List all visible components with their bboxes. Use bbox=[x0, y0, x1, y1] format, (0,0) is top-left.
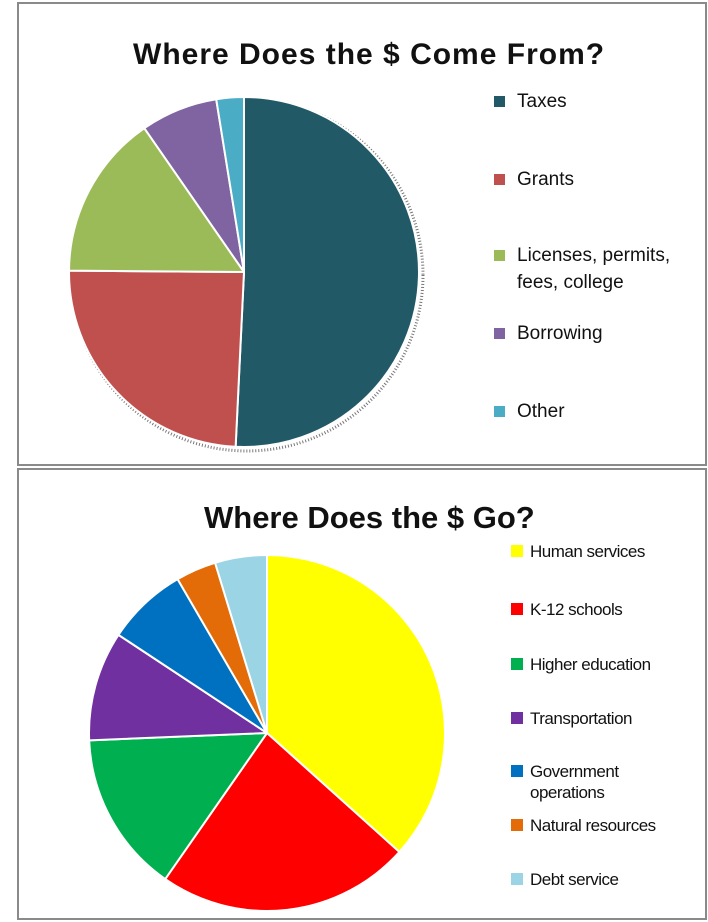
pie-slice-higher-education bbox=[88, 732, 268, 881]
pie-slice-grants bbox=[68, 269, 245, 448]
legend-swatch bbox=[494, 96, 505, 107]
legend-swatch bbox=[511, 819, 523, 831]
legend-swatch bbox=[494, 406, 505, 417]
legend-swatch bbox=[511, 712, 523, 724]
legend-label: K-12 schools bbox=[530, 600, 623, 619]
legend-swatch bbox=[511, 545, 523, 557]
legend-label: Debt service bbox=[530, 870, 619, 889]
pie-slice-other bbox=[215, 96, 245, 273]
legend-swatch bbox=[494, 174, 505, 185]
legend-label: Licenses, permits, fees, college bbox=[517, 245, 671, 293]
legend-label: Human services bbox=[530, 542, 645, 561]
legend-label: Transportation bbox=[530, 709, 632, 728]
legend-label: Borrowing bbox=[517, 323, 603, 344]
pie-chart-spending bbox=[88, 554, 446, 912]
pie-chart-revenue bbox=[68, 96, 425, 453]
legend-label: Grants bbox=[517, 169, 575, 190]
pie-slice-licenses-permits-fees-college bbox=[68, 127, 245, 273]
chart-title: Where Does the $ Go? bbox=[204, 500, 535, 535]
pie-slice-transportation bbox=[88, 633, 268, 742]
pie-slice-debt-service bbox=[214, 554, 268, 734]
chart-panel-spending: Where Does the $ Go? Human services K-12 … bbox=[17, 468, 707, 920]
legend-label: Other bbox=[517, 401, 565, 422]
legend-swatch bbox=[494, 250, 505, 261]
legend-swatch bbox=[511, 658, 523, 670]
legend-swatch bbox=[511, 603, 523, 615]
legend-revenue: Taxes Grants Licenses, permits, fees, coll… bbox=[494, 4, 708, 464]
legend-swatch bbox=[511, 765, 523, 777]
pie-slice-human-services bbox=[266, 554, 446, 853]
legend-swatch bbox=[511, 873, 523, 885]
legend-label: Taxes bbox=[517, 91, 567, 112]
pie-slice-taxes bbox=[234, 96, 420, 448]
legend-swatch bbox=[494, 328, 505, 339]
pie-slice-k-12-schools bbox=[164, 732, 401, 912]
legend-label: Government operations bbox=[530, 762, 619, 802]
legend-label: Higher education bbox=[530, 655, 651, 674]
chart-title: Where Does the $ Come From? bbox=[133, 38, 606, 71]
legend-label: Natural resources bbox=[530, 816, 656, 835]
legend-spending: Human services K-12 schools Higher educati… bbox=[511, 470, 708, 920]
chart-panel-revenue: Where Does the $ Come From? Taxes Grants L… bbox=[17, 2, 707, 466]
